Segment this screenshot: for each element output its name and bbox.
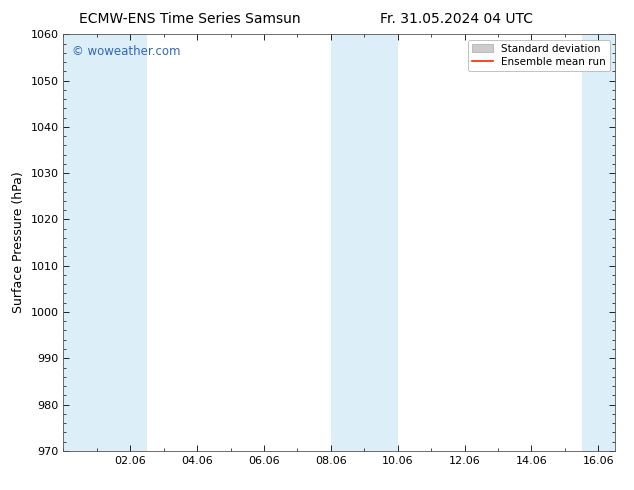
Text: © woweather.com: © woweather.com [72, 45, 180, 58]
Text: Fr. 31.05.2024 04 UTC: Fr. 31.05.2024 04 UTC [380, 12, 533, 26]
Legend: Standard deviation, Ensemble mean run: Standard deviation, Ensemble mean run [467, 40, 610, 71]
Bar [581, 34, 615, 451]
Bar [63, 34, 147, 451]
Y-axis label: Surface Pressure (hPa): Surface Pressure (hPa) [12, 172, 25, 314]
Text: ECMW-ENS Time Series Samsun: ECMW-ENS Time Series Samsun [79, 12, 301, 26]
Bar [331, 34, 398, 451]
